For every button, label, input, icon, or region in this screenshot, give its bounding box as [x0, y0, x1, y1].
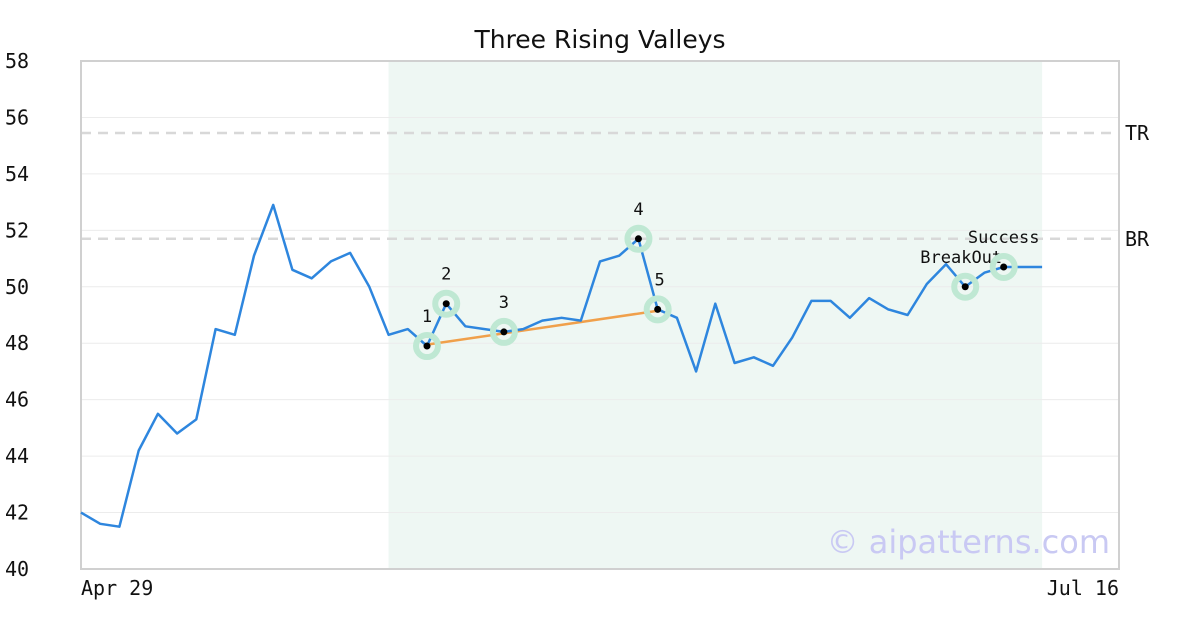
reference-label-br: BR: [1125, 227, 1150, 251]
y-tick-label: 52: [5, 218, 29, 242]
reference-lines: TR BR: [81, 121, 1150, 251]
price-line: [80, 203, 1043, 528]
point-1-halo: [413, 332, 441, 361]
y-tick-label: 54: [5, 162, 29, 186]
point-2-halo: [432, 289, 461, 318]
chart-title: Three Rising Valleys: [473, 25, 725, 54]
y-tick-label: 48: [5, 331, 29, 355]
point-3-dot: [500, 328, 508, 336]
point-4-dot: [634, 235, 642, 243]
y-tick-label: 56: [5, 105, 29, 129]
watermark-text: © aipatterns.com: [827, 523, 1110, 561]
point-5-halo: [643, 295, 672, 324]
y-gridlines: [81, 116, 1119, 514]
point-3-label: 3: [499, 293, 509, 313]
y-tick-label: 58: [5, 49, 29, 73]
point-4-halo: [624, 224, 653, 253]
y-tick-label: 44: [5, 444, 29, 468]
point-1-dot: [423, 342, 431, 350]
point-4-label: 4: [633, 200, 643, 220]
point-breakout-label: BreakOut: [920, 248, 1002, 268]
y-tick-label: 40: [5, 557, 29, 581]
point-2-label: 2: [441, 265, 451, 285]
point-3-halo: [489, 317, 518, 346]
point-breakout-dot: [961, 283, 969, 291]
valley-trendline: [426, 309, 658, 346]
point-success-dot: [1000, 263, 1008, 271]
x-tick-labels: Apr 29 Jul 16: [81, 576, 1119, 600]
x-tick-label: Apr 29: [81, 576, 153, 600]
point-breakout-halo: [951, 272, 980, 301]
y-tick-labels: 40 42 44 46 48 50 52 54 56 58: [5, 49, 29, 581]
reference-label-tr: TR: [1125, 121, 1150, 145]
y-tick-label: 42: [5, 501, 29, 525]
point-5-dot: [654, 305, 662, 313]
pattern-region: [388, 61, 1043, 569]
point-success-halo: [989, 253, 1018, 282]
x-tick-label: Jul 16: [1047, 576, 1119, 600]
trendline-layer: [426, 309, 658, 346]
y-tick-label: 46: [5, 388, 29, 412]
point-5-label: 5: [655, 270, 665, 290]
point-success-label: Success: [968, 228, 1040, 248]
plot-frame: [80, 60, 1120, 570]
price-series-layer: [80, 203, 1043, 528]
pattern-region-layer: [388, 61, 1043, 569]
point-2-dot: [442, 300, 450, 308]
point-1-label: 1: [422, 307, 432, 327]
y-tick-label: 50: [5, 275, 29, 299]
